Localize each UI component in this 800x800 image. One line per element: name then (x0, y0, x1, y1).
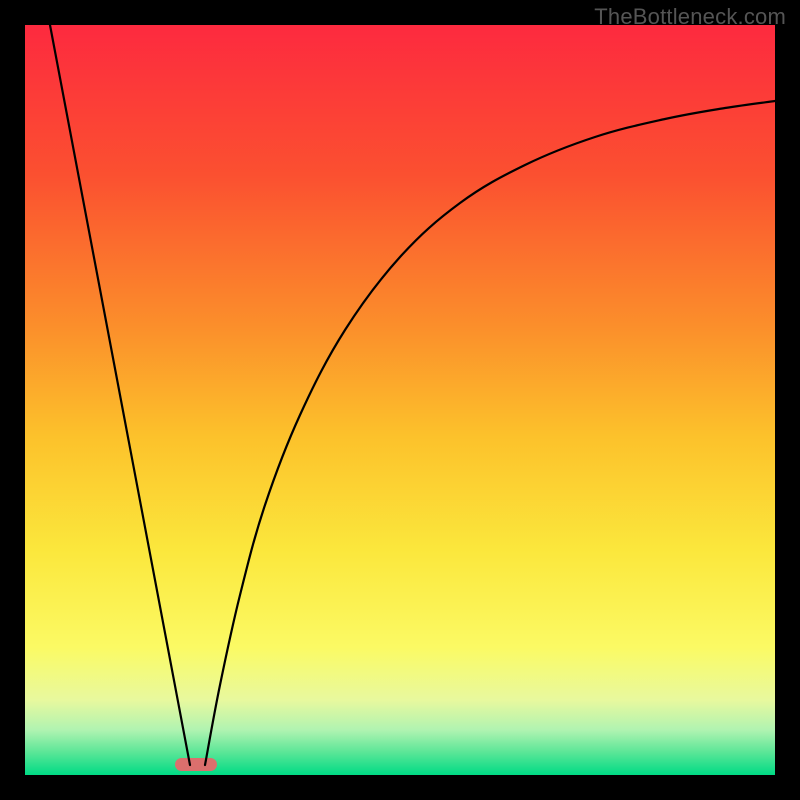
chart-frame: TheBottleneck.com (0, 0, 800, 800)
bottleneck-curve (25, 25, 775, 775)
plot-area (25, 25, 775, 775)
